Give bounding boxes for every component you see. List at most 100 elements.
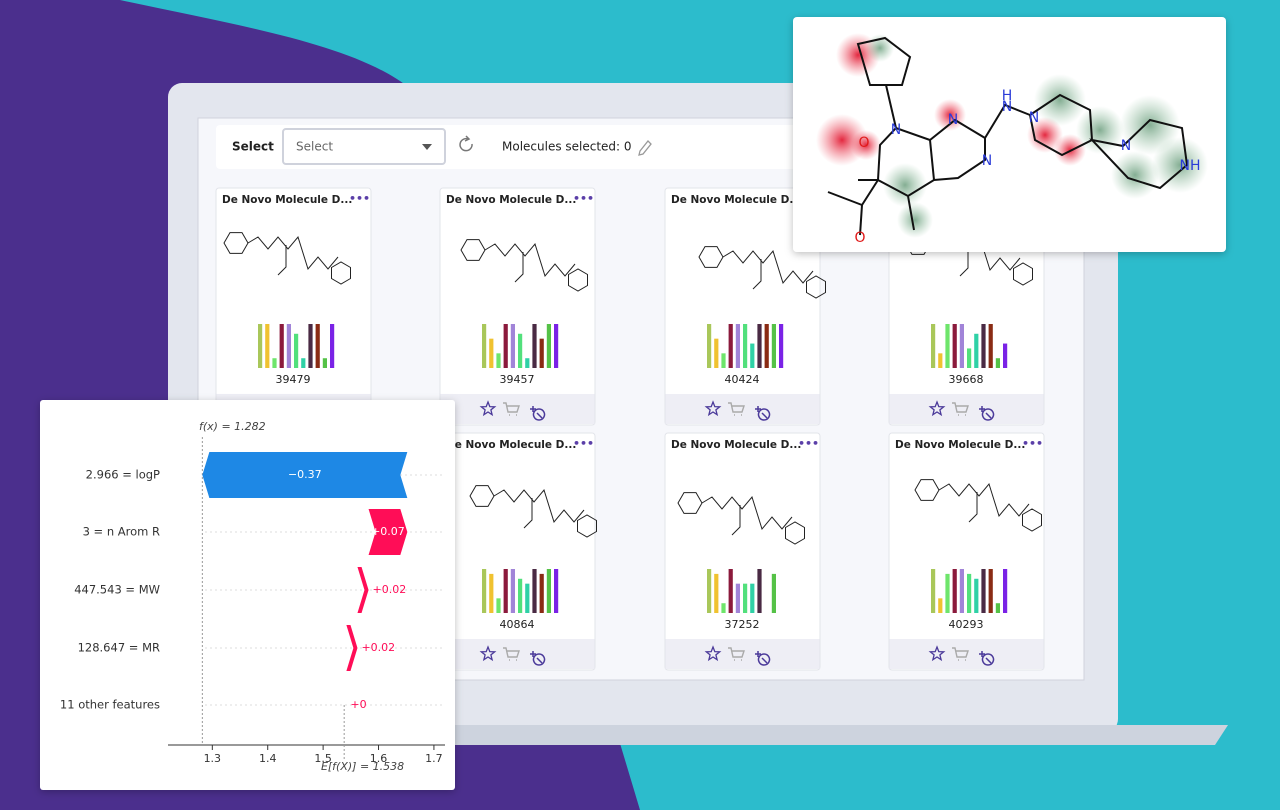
card-menu[interactable]: ••• bbox=[349, 192, 370, 205]
favorite-icon[interactable] bbox=[928, 645, 946, 662]
molecule-card bbox=[439, 432, 596, 671]
favorite-icon[interactable] bbox=[704, 645, 722, 662]
property-bar bbox=[771, 324, 776, 368]
zoom-icon[interactable] bbox=[979, 651, 995, 666]
property-bar bbox=[532, 324, 537, 368]
favorite-icon[interactable] bbox=[479, 400, 497, 417]
property-bar bbox=[265, 324, 270, 368]
property-bar bbox=[743, 583, 748, 613]
attribution-glow bbox=[1027, 117, 1063, 153]
zoom-icon[interactable] bbox=[755, 651, 771, 666]
property-bar bbox=[482, 324, 487, 368]
property-bar bbox=[315, 324, 320, 368]
property-bar bbox=[554, 324, 559, 368]
property-bar bbox=[482, 569, 487, 613]
property-bar bbox=[721, 353, 726, 368]
favorite-icon[interactable] bbox=[479, 645, 497, 662]
attribution-glow bbox=[934, 99, 966, 131]
card-menu[interactable]: ••• bbox=[573, 192, 594, 205]
property-bar bbox=[952, 569, 957, 613]
molecule-card bbox=[439, 187, 596, 426]
property-bar bbox=[735, 583, 740, 613]
property-bar bbox=[764, 324, 769, 368]
property-bar bbox=[546, 569, 551, 613]
card-title: De Novo Molecule D... bbox=[446, 194, 576, 206]
card-title: De Novo Molecule D... bbox=[895, 439, 1025, 451]
card-menu[interactable]: ••• bbox=[1022, 437, 1043, 450]
attribution-glow bbox=[1120, 95, 1180, 155]
edit-icon[interactable] bbox=[638, 140, 652, 156]
select-label: Select bbox=[232, 140, 274, 154]
property-bar bbox=[546, 324, 551, 368]
feature-label: 447.543 = MW bbox=[74, 583, 160, 597]
property-bar bbox=[981, 569, 986, 613]
dropdown[interactable] bbox=[282, 128, 446, 165]
card-menu[interactable]: ••• bbox=[798, 437, 819, 450]
property-bar bbox=[525, 358, 530, 368]
property-bar bbox=[757, 324, 762, 368]
cart-icon[interactable] bbox=[952, 647, 969, 661]
zoom-icon[interactable] bbox=[530, 651, 546, 666]
property-bar bbox=[988, 569, 993, 613]
cart-icon[interactable] bbox=[503, 647, 520, 661]
zoom-icon[interactable] bbox=[530, 406, 546, 421]
property-bar bbox=[272, 358, 277, 368]
zoom-icon[interactable] bbox=[979, 406, 995, 421]
zoom-icon[interactable] bbox=[755, 406, 771, 421]
favorite-icon[interactable] bbox=[928, 400, 946, 417]
attribution-glow bbox=[1034, 74, 1086, 126]
atom-label: H bbox=[1002, 88, 1013, 104]
molecule-drawing bbox=[914, 479, 1042, 532]
x-tick-label: 1.4 bbox=[259, 752, 277, 765]
property-bar bbox=[496, 598, 501, 613]
dropdown-text: Select bbox=[296, 140, 333, 154]
molecule-card bbox=[888, 432, 1045, 671]
atom-label: NH bbox=[1180, 158, 1201, 174]
cart-icon[interactable] bbox=[728, 402, 745, 416]
cart-icon[interactable] bbox=[728, 647, 745, 661]
feature-label: 2.966 = logP bbox=[86, 468, 160, 482]
attribution-glow bbox=[1152, 137, 1208, 193]
atom-label: N bbox=[1121, 138, 1131, 154]
property-bar bbox=[714, 573, 719, 613]
refresh-icon[interactable] bbox=[459, 135, 473, 152]
molecule-drawing bbox=[677, 492, 805, 545]
card-title: De Novo Molecule D... bbox=[446, 439, 576, 451]
molecule-id: 40864 bbox=[500, 618, 535, 631]
property-bar bbox=[967, 348, 972, 368]
property-bar bbox=[258, 324, 263, 368]
property-bar bbox=[525, 583, 530, 613]
property-bar bbox=[728, 569, 733, 613]
molecule-drawing bbox=[460, 239, 588, 292]
property-bar bbox=[554, 569, 559, 613]
molecule-drawing bbox=[223, 232, 351, 285]
molecule-bonds bbox=[827, 36, 1189, 236]
x-tick-label: 1.6 bbox=[370, 752, 388, 765]
attribution-glow bbox=[883, 163, 927, 207]
value-label: +0 bbox=[350, 698, 366, 711]
property-bar bbox=[503, 324, 508, 368]
atom-label: N bbox=[982, 153, 992, 169]
property-bar bbox=[981, 324, 986, 368]
property-bar bbox=[750, 343, 755, 368]
property-bar bbox=[938, 353, 943, 368]
property-bar bbox=[945, 324, 950, 368]
molecule-card bbox=[664, 432, 821, 671]
feature-label: 128.647 = MR bbox=[78, 641, 160, 655]
property-bar bbox=[995, 603, 1000, 613]
property-bar bbox=[728, 324, 733, 368]
property-bar bbox=[959, 569, 964, 613]
cart-icon[interactable] bbox=[952, 402, 969, 416]
property-bar bbox=[707, 324, 712, 368]
property-bar bbox=[503, 569, 508, 613]
favorite-icon[interactable] bbox=[704, 400, 722, 417]
feature-label: 3 = n Arom R bbox=[83, 525, 160, 539]
cart-icon[interactable] bbox=[503, 402, 520, 416]
atom-label: N bbox=[1002, 99, 1012, 115]
property-bar bbox=[931, 324, 936, 368]
card-title: De Novo Molecule D... bbox=[671, 194, 801, 206]
property-bar bbox=[771, 573, 776, 613]
card-menu[interactable]: ••• bbox=[573, 437, 594, 450]
molecule-id: 39668 bbox=[949, 373, 984, 386]
